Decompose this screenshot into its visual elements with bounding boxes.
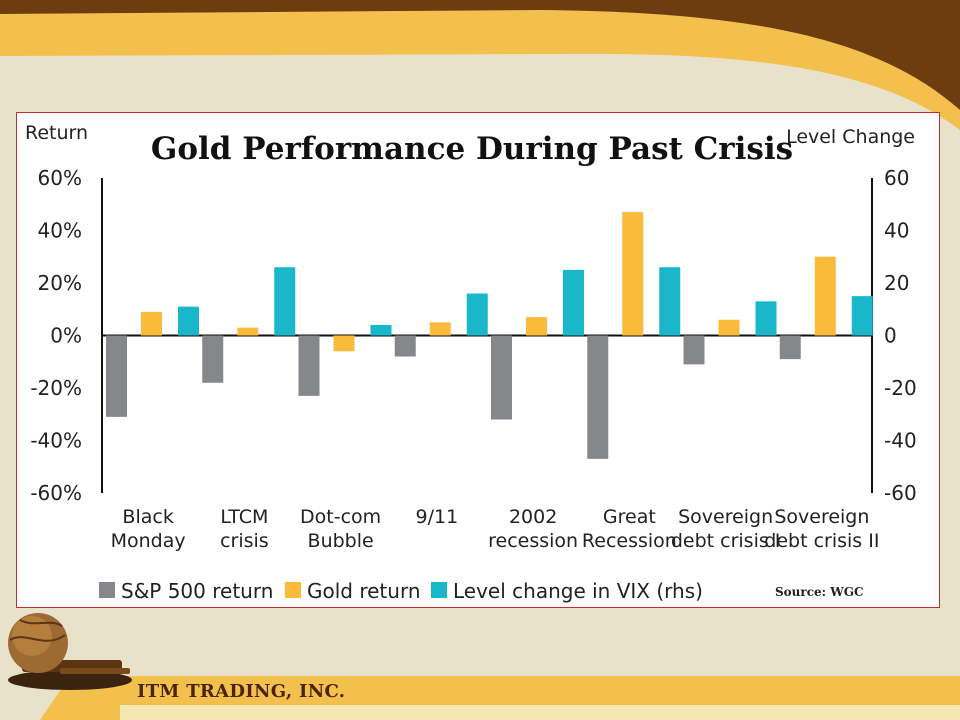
category-label-line: debt crisis I [671, 530, 781, 552]
vix-bar [178, 306, 199, 336]
vix-bar [563, 269, 584, 336]
category-label: 2002 recession [488, 506, 578, 552]
category-label-line: 9/11 [416, 506, 459, 528]
left-tick-label: -60% [30, 481, 82, 505]
category-label-line: Recession [582, 530, 677, 552]
gold-bar [814, 256, 836, 336]
category-label: Great Recession [582, 506, 677, 552]
right-tick-label: -20 [884, 376, 917, 400]
category-label-line: recession [488, 530, 578, 552]
vix-bar [274, 267, 296, 336]
right-tick-label: 0 [884, 324, 897, 348]
category-label-line: 2002 [509, 506, 557, 528]
category-label: Black Monday [111, 506, 186, 552]
sp500-bar [106, 335, 127, 417]
category-label-line: Bubble [308, 530, 374, 552]
chart-frame: Gold Performance During Past Crisis Retu… [16, 112, 940, 608]
left-tick-label: -20% [30, 376, 82, 400]
category-label: Sovereign debt crisis I [671, 506, 781, 552]
sp500-bar [202, 335, 224, 383]
right-tick-label: 40 [884, 219, 909, 243]
left-tick-label: 20% [38, 271, 82, 295]
category-label-line: Black [122, 506, 173, 528]
gold-performance-chart: Gold Performance During Past Crisis Retu… [25, 122, 917, 603]
vix-bar [755, 301, 777, 336]
company-name: ITM TRADING, INC. [137, 681, 346, 702]
category-label-line: crisis [220, 530, 269, 552]
left-axis-caption: Return [25, 122, 88, 144]
gold-bar [237, 327, 259, 336]
left-tick-label: 60% [38, 166, 82, 190]
category-label-line: Monday [111, 530, 186, 552]
legend-label: Gold return [307, 579, 421, 603]
category-label-line: Sovereign [678, 506, 773, 528]
plot-area: 60% 40% 20% 0% -20% -40% -60% 60 40 20 0 -20 -40 -60 B… [30, 166, 916, 552]
right-tick-label: 60 [884, 166, 909, 190]
vix-bar [370, 325, 392, 336]
sp500-bar [394, 335, 416, 357]
sp500-bar [491, 335, 512, 420]
category-label-line: LTCM [220, 506, 268, 528]
category-label-line: Dot-com [300, 506, 381, 528]
globe-icon [8, 613, 132, 690]
gold-bar [333, 335, 355, 352]
right-axis-caption: Level Change [786, 126, 915, 148]
category-label-line: Great [603, 506, 656, 528]
top-brown-banner [0, 0, 960, 130]
category-label-line: debt crisis II [764, 530, 879, 552]
sp500-bar [779, 335, 801, 360]
vix-bar [466, 293, 488, 336]
top-gold-banner [0, 10, 960, 130]
category-label: 9/11 [416, 506, 459, 528]
category-label: LTCM crisis [220, 506, 269, 552]
chart-title: Gold Performance During Past Crisis [151, 131, 793, 167]
right-tick-label: 20 [884, 271, 909, 295]
legend-label: S&P 500 return [121, 579, 273, 603]
gold-bar [718, 319, 740, 336]
legend-swatch [431, 582, 447, 598]
vix-bar [659, 267, 681, 336]
sp500-bar [683, 335, 705, 365]
source-note: Source: WGC [775, 585, 864, 599]
bottom-cream-strip [120, 705, 960, 720]
sp500-bar [298, 335, 320, 396]
category-label-line: Sovereign [774, 506, 869, 528]
gold-bar [141, 311, 162, 336]
gold-bar [622, 212, 644, 336]
gold-bar [429, 322, 451, 336]
vix-bar [851, 296, 873, 336]
gold-bar [526, 317, 547, 336]
legend-swatch [285, 582, 301, 598]
right-tick-label: -40 [884, 429, 917, 453]
sp500-bar [587, 335, 609, 459]
right-tick-label: -60 [884, 481, 917, 505]
category-label: Dot-com Bubble [300, 506, 381, 552]
left-tick-label: -40% [30, 429, 82, 453]
legend-label: Level change in VIX (rhs) [453, 579, 703, 603]
category-label: Sovereign debt crisis II [764, 506, 879, 552]
left-tick-label: 40% [38, 219, 82, 243]
legend: S&P 500 return Gold return Level change in… [99, 579, 703, 603]
left-tick-label: 0% [50, 324, 82, 348]
legend-swatch [99, 582, 115, 598]
